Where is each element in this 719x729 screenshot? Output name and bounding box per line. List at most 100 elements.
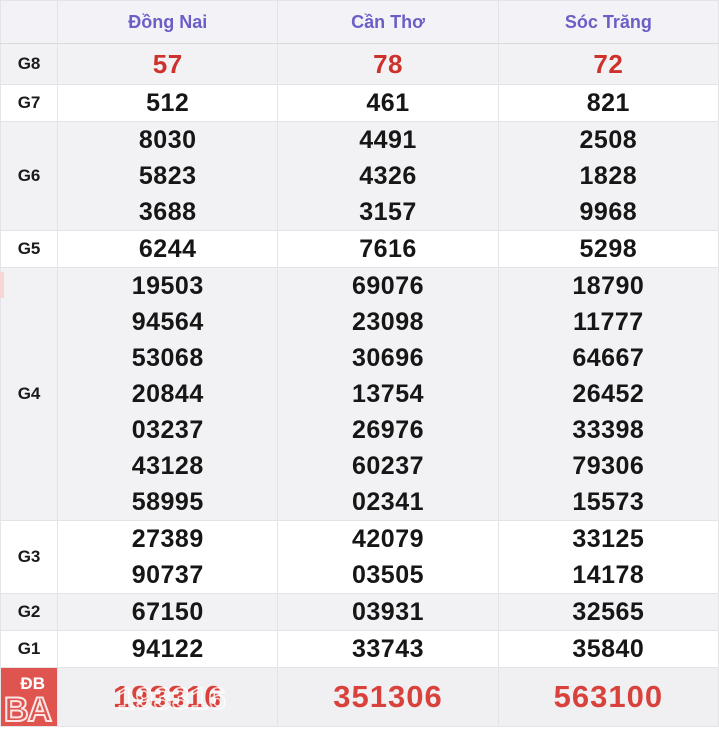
header-province-soc-trang[interactable]: Sóc Trăng	[497, 0, 719, 44]
result-cell-g8-col2: 78	[277, 43, 499, 85]
result-number: 3688	[138, 197, 197, 226]
header-province-dong-nai[interactable]: Đồng Nai	[57, 0, 279, 44]
result-cell-g5-col3: 5298	[497, 230, 719, 268]
result-cell-g8-col1: 57	[57, 43, 279, 85]
result-cell-đb-col2: 351306	[277, 667, 499, 727]
result-number: 94564	[131, 307, 204, 336]
result-number: 33125	[572, 524, 645, 553]
header-province-can-tho[interactable]: Cần Thơ	[277, 0, 499, 44]
result-cell-g1-col3: 35840	[497, 630, 719, 668]
prize-row-g6: G6 8030 5823 3688 4491 4326 3157 2508 1828 9968	[0, 121, 719, 231]
result-number: 32565	[572, 597, 645, 626]
result-cell-g4-col3: 18790 11777 64667 26452 33398 79306 15573	[497, 267, 719, 521]
result-cell-g2-col1: 67150	[57, 593, 279, 631]
result-number: 33398	[572, 415, 645, 444]
prize-label-g7: G7	[0, 84, 59, 122]
result-cell-g3-col3: 33125 14178	[497, 520, 719, 594]
result-number: 4491	[359, 125, 417, 154]
prize-label-g1: G1	[0, 630, 59, 668]
prize-label-g3: G3	[0, 520, 59, 594]
header-corner-cell	[0, 0, 59, 44]
result-number: 461	[366, 88, 410, 117]
result-number: 3157	[359, 197, 417, 226]
result-number: 42079	[352, 524, 425, 553]
result-number: 2508	[579, 125, 638, 154]
header-row: Đồng Nai Cần Thơ Sóc Trăng	[0, 0, 719, 44]
prize-row-đb: ĐB 193316 193316 351306 563100	[0, 667, 719, 727]
result-cell-g7-col3: 821	[497, 84, 719, 122]
result-number: 5298	[579, 234, 638, 263]
result-cell-g2-col3: 32565	[497, 593, 719, 631]
result-number: 351306	[333, 679, 443, 714]
result-number: 69076	[352, 271, 425, 300]
result-cell-g1-col2: 33743	[277, 630, 499, 668]
result-number: 03237	[131, 415, 204, 444]
result-number: 33743	[352, 634, 425, 663]
result-cell-g5-col2: 7616	[277, 230, 499, 268]
prize-row-g5: G5 6244 7616 5298	[0, 230, 719, 268]
prize-label-g5: G5	[0, 230, 59, 268]
result-number: 15573	[572, 487, 645, 516]
result-number: 4326	[359, 161, 417, 190]
result-number: 79306	[572, 451, 645, 480]
result-number: 03931	[352, 597, 425, 626]
result-number: 27389	[131, 524, 204, 553]
result-number: 9968	[579, 197, 638, 226]
prize-row-g1: G1 94122 33743 35840	[0, 630, 719, 668]
result-number: 64667	[572, 343, 645, 372]
result-number: 78	[373, 48, 403, 79]
result-number: 26452	[572, 379, 645, 408]
result-number: 821	[586, 88, 630, 117]
result-number: 43128	[131, 451, 204, 480]
result-number: 18790	[572, 271, 645, 300]
result-number: 60237	[352, 451, 425, 480]
result-number: 26976	[352, 415, 425, 444]
result-cell-g1-col1: 94122	[57, 630, 279, 668]
result-number: 53068	[131, 343, 204, 372]
result-cell-g8-col3: 72	[497, 43, 719, 85]
result-number: 14178	[572, 560, 645, 589]
result-number: 58995	[131, 487, 204, 516]
prize-row-g7: G7 512 461 821	[0, 84, 719, 122]
prize-row-g8: G8 57 78 72	[0, 43, 719, 85]
result-cell-g6-col1: 8030 5823 3688	[57, 121, 279, 231]
watermark-edge-sliver	[0, 272, 4, 298]
result-number: 6244	[138, 234, 197, 263]
result-cell-g5-col1: 6244	[57, 230, 279, 268]
result-cell-g3-col1: 27389 90737	[57, 520, 279, 594]
result-cell-g4-col2: 69076 23098 30696 13754 26976 60237 02341	[277, 267, 499, 521]
result-cell-g6-col3: 2508 1828 9968	[497, 121, 719, 231]
result-number: 57	[152, 48, 183, 79]
result-number: 13754	[352, 379, 425, 408]
result-cell-g6-col2: 4491 4326 3157	[277, 121, 499, 231]
result-number: 02341	[352, 487, 425, 516]
prize-label-text: ĐB	[20, 674, 45, 693]
result-number: 35840	[572, 634, 645, 663]
prize-row-g4: G4 19503 94564 53068 20844 03237 43128 58995 690…	[0, 267, 719, 521]
prize-label-đb: ĐB	[0, 667, 59, 727]
result-number: 30696	[352, 343, 425, 372]
result-number: 19503	[131, 271, 204, 300]
result-cell-đb-col1: 193316 193316	[57, 667, 279, 727]
result-number: 03505	[352, 560, 425, 589]
prize-label-g6: G6	[0, 121, 59, 231]
result-number: 1828	[579, 161, 638, 190]
result-number: 193316	[113, 679, 223, 714]
result-number: 20844	[131, 379, 204, 408]
result-number: 512	[146, 88, 190, 117]
result-cell-g2-col2: 03931	[277, 593, 499, 631]
prize-label-g4: G4	[0, 267, 59, 521]
result-number: 11777	[573, 307, 644, 336]
prize-label-g2: G2	[0, 593, 59, 631]
result-number: 563100	[553, 679, 664, 714]
result-number: 7616	[359, 234, 417, 263]
prize-row-g3: G3 27389 90737 42079 03505 33125 14178	[0, 520, 719, 594]
result-number: 8030	[138, 125, 197, 154]
prize-label-g8: G8	[0, 43, 59, 85]
result-number: 90737	[131, 560, 204, 589]
result-number: 72	[593, 48, 624, 79]
result-cell-g4-col1: 19503 94564 53068 20844 03237 43128 58995	[57, 267, 279, 521]
result-number: 23098	[352, 307, 425, 336]
result-cell-g7-col1: 512	[57, 84, 279, 122]
